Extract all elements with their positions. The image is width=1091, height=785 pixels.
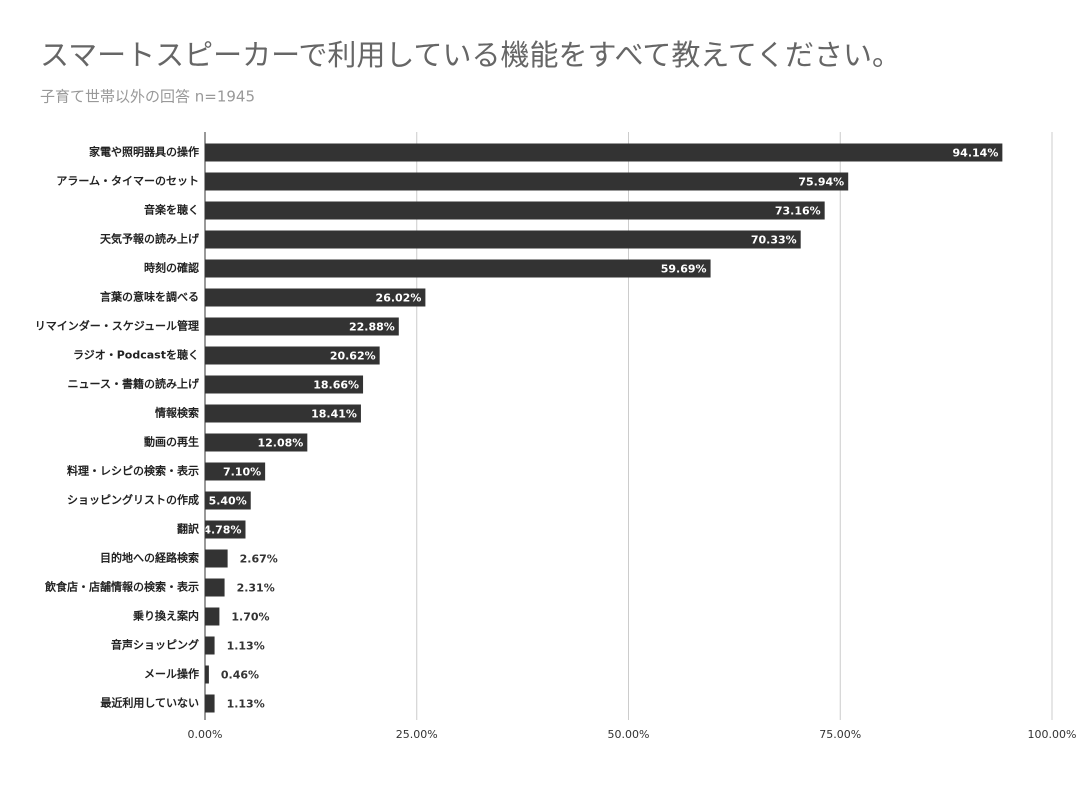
bar [205, 172, 849, 191]
value-label: 2.31% [237, 582, 275, 595]
bar [205, 636, 215, 655]
value-label: 59.69% [661, 263, 707, 276]
value-label: 18.66% [313, 379, 359, 392]
value-label: 1.13% [227, 698, 265, 711]
bar [205, 549, 228, 568]
y-tick-label: 時刻の確認 [144, 261, 199, 275]
y-tick-label: 飲食店・店舗情報の検索・表示 [44, 580, 199, 594]
y-tick-label: 乗り換え案内 [133, 609, 199, 623]
x-tick-label: 50.00% [608, 728, 650, 741]
bar [205, 201, 825, 220]
y-tick-label: 情報検索 [155, 406, 199, 420]
value-label: 4.78% [203, 524, 241, 537]
y-tick-label: ニュース・書籍の読み上げ [68, 377, 200, 391]
y-tick-label: ショッピングリストの作成 [67, 493, 199, 507]
bar [205, 346, 380, 365]
bar [205, 520, 246, 539]
y-tick-label: 音声ショッピング [111, 638, 199, 652]
x-tick-label: 25.00% [396, 728, 438, 741]
chart-title: スマートスピーカーで利用している機能をすべて教えてください。 [40, 38, 901, 72]
bar [205, 578, 225, 597]
bar [205, 433, 308, 452]
y-tick-label: 天気予報の読み上げ [100, 232, 200, 246]
bar [205, 143, 1003, 162]
y-tick-label: 言葉の意味を調べる [100, 290, 199, 304]
bar [205, 665, 209, 684]
value-label: 5.40% [209, 495, 247, 508]
value-label: 12.08% [257, 437, 303, 450]
bar [205, 317, 399, 336]
y-tick-label: 動画の再生 [144, 435, 199, 449]
value-label: 26.02% [376, 292, 422, 305]
value-label: 7.10% [223, 466, 261, 479]
value-label: 1.70% [231, 611, 269, 624]
y-tick-label: 目的地への経路検索 [100, 551, 199, 565]
value-label: 70.33% [751, 234, 797, 247]
value-label: 20.62% [330, 350, 376, 363]
bar [205, 607, 220, 626]
x-tick-label: 100.00% [1028, 728, 1077, 741]
value-label: 73.16% [775, 205, 821, 218]
y-tick-label: メール操作 [144, 667, 199, 681]
chart-subtitle: 子育て世帯以外の回答 n=1945 [40, 88, 255, 106]
bar [205, 288, 426, 307]
y-tick-label: 最近利用していない [100, 696, 199, 710]
y-tick-label: 料理・レシピの検索・表示 [67, 464, 199, 478]
value-label: 22.88% [349, 321, 395, 334]
y-tick-label: ラジオ・Podcastを聴く [73, 348, 199, 362]
y-tick-label: アラーム・タイマーのセット [56, 175, 199, 188]
bar [205, 259, 711, 278]
bar [205, 375, 364, 394]
value-label: 75.94% [798, 176, 844, 189]
x-tick-label: 75.00% [819, 728, 861, 741]
bar [205, 462, 266, 481]
bar [205, 230, 801, 249]
y-tick-label: 翻訳 [177, 522, 200, 536]
y-tick-label: リマインダー・スケジュール管理 [35, 319, 199, 333]
value-label: 0.46% [221, 669, 259, 682]
y-tick-label: 音楽を聴く [144, 203, 199, 217]
bar [205, 694, 215, 713]
value-label: 1.13% [227, 640, 265, 653]
x-tick-label: 0.00% [188, 728, 223, 741]
bar [205, 404, 361, 423]
value-label: 94.14% [953, 147, 999, 160]
value-label: 2.67% [240, 553, 278, 566]
y-tick-label: 家電や照明器具の操作 [89, 145, 199, 159]
bar [205, 491, 251, 510]
value-label: 18.41% [311, 408, 357, 421]
